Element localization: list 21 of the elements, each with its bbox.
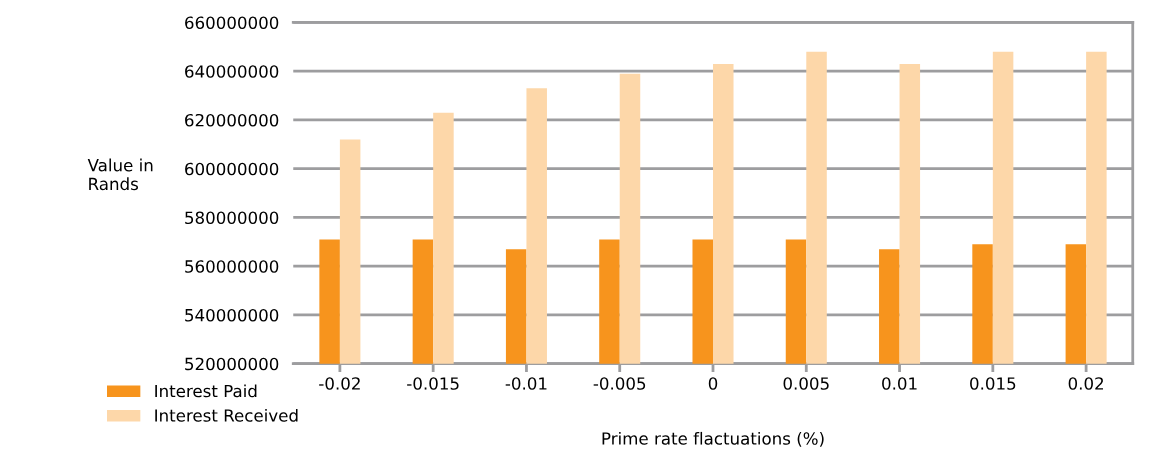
x-tick-label: 0.005 (783, 377, 829, 390)
legend-label: Interest Received (155, 408, 298, 422)
x-tick-label: 0.01 (882, 377, 917, 390)
y-tick-label: 560000000 (185, 260, 279, 273)
x-tick-label: -0.005 (593, 377, 646, 390)
y-tick-label: 640000000 (185, 65, 279, 78)
y-tick-label: 600000000 (185, 162, 279, 176)
x-tick-label: 0 (708, 377, 718, 390)
x-axis-title: Prime rate flactuations (%) (602, 431, 824, 447)
x-tick-label: 0.015 (970, 377, 1016, 390)
y-tick-label: 580000000 (185, 211, 279, 225)
y-tick-label: 620000000 (185, 113, 279, 127)
y-axis-title: Value in Rands (87, 158, 153, 191)
x-tick-label: -0.01 (505, 377, 547, 390)
legend-label: Interest Paid (155, 384, 257, 398)
x-tick-label: -0.02 (319, 377, 360, 390)
y-tick-label: 540000000 (185, 308, 279, 322)
x-tick-label: -0.015 (407, 377, 459, 390)
y-tick-label: 520000000 (185, 357, 279, 371)
x-tick-label: 0.02 (1068, 377, 1103, 390)
y-tick-label: 660000000 (185, 16, 279, 30)
